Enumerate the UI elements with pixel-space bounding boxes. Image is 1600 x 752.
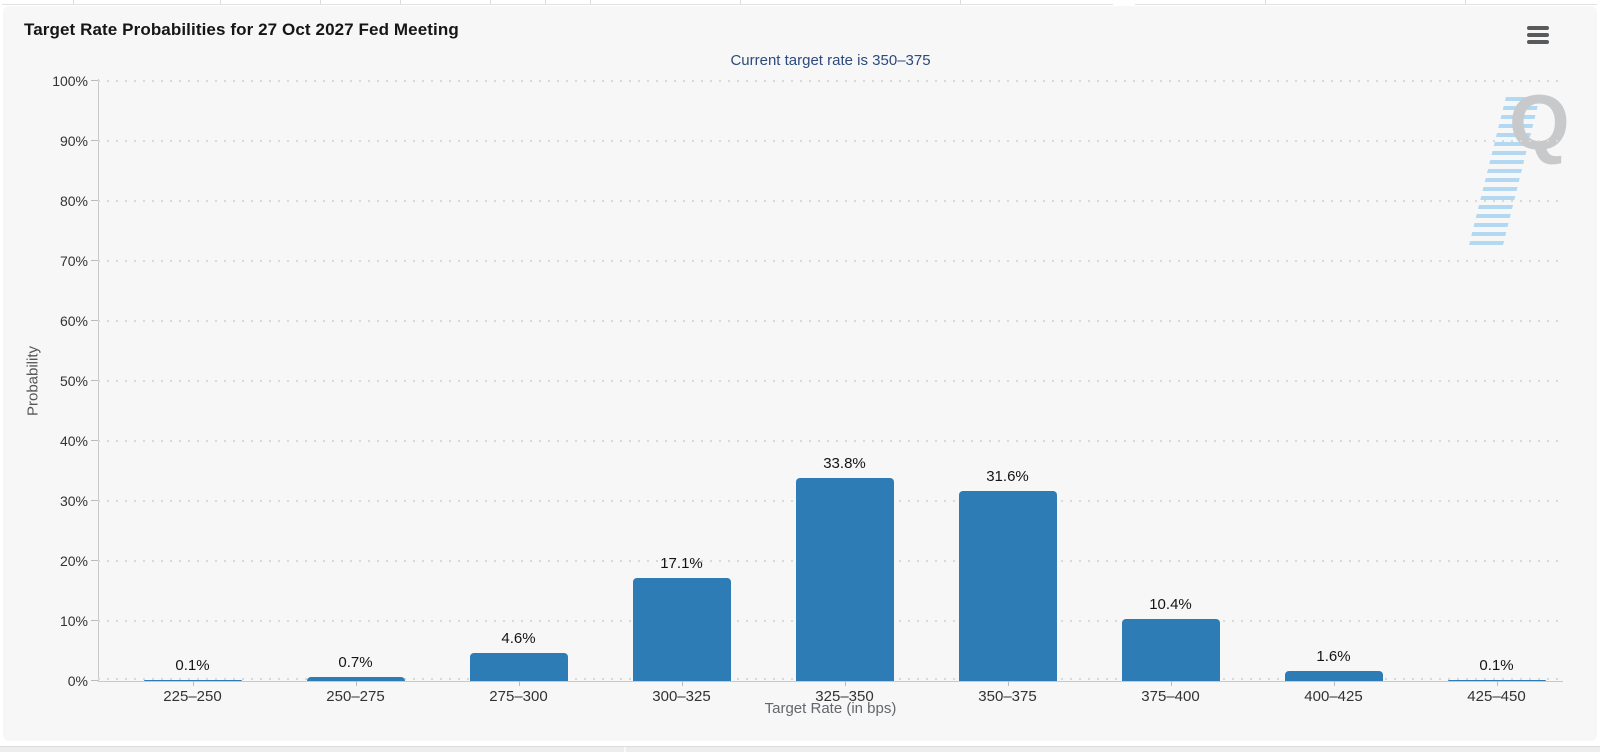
x-tick-label-3: 275–300 (489, 688, 548, 705)
x-tick-8 (1333, 681, 1335, 686)
bar-value-label-4: 17.1% (660, 555, 703, 573)
y-tick-label-80: 80% (59, 193, 88, 209)
top-panel-edge-right (1135, 0, 1597, 5)
bar-5[interactable] (795, 478, 894, 681)
x-tick-label-6: 350–375 (978, 688, 1037, 705)
bar-value-label-9: 0.1% (1479, 657, 1514, 674)
y-tick-60 (91, 320, 98, 321)
y-tick-10 (91, 620, 98, 621)
x-tick-label-2: 250–275 (326, 688, 385, 705)
x-tick-label-5: 325–350 (815, 688, 874, 705)
x-tick-2 (355, 681, 357, 686)
chart-title: Target Rate Probabilities for 27 Oct 202… (24, 20, 459, 39)
bar-value-label-5: 33.8% (823, 455, 866, 473)
y-tick-50 (91, 380, 98, 381)
x-tick-9 (1496, 681, 1498, 686)
x-tick-label-9: 425–450 (1467, 688, 1526, 705)
y-tick-label-60: 60% (59, 313, 88, 329)
x-tick-label-8: 400–425 (1304, 688, 1363, 705)
x-tick-label-1: 225–250 (163, 688, 222, 705)
y-tick-30 (91, 500, 98, 501)
bar-8[interactable] (1284, 671, 1383, 681)
bar-value-label-7: 10.4% (1149, 595, 1192, 613)
bar-3[interactable] (469, 653, 568, 681)
chart-card: Target Rate Probabilities for 27 Oct 202… (3, 6, 1597, 741)
y-axis-title: Probability (24, 345, 42, 417)
x-tick-5 (844, 681, 846, 686)
gridline-100 (98, 80, 1563, 82)
x-tick-label-4: 300–325 (652, 688, 711, 705)
top-panel-edge-left (2, 0, 1113, 5)
y-tick-label-70: 70% (59, 253, 88, 269)
bar-6[interactable] (958, 491, 1057, 681)
y-tick-label-10: 10% (59, 613, 88, 629)
bar-7[interactable] (1121, 618, 1220, 681)
hamburger-menu-icon (1527, 33, 1549, 37)
bar-4[interactable] (632, 578, 731, 681)
x-tick-label-7: 375–400 (1141, 688, 1200, 705)
x-tick-6 (1007, 681, 1009, 686)
hamburger-menu-icon (1527, 26, 1549, 30)
y-tick-label-90: 90% (59, 133, 88, 149)
x-tick-1 (192, 681, 194, 686)
y-tick-label-50: 50% (59, 373, 88, 389)
y-tick-80 (91, 200, 98, 201)
gridline-60 (98, 320, 1563, 322)
y-tick-0 (91, 680, 98, 681)
gridline-90 (98, 140, 1563, 142)
bar-9[interactable] (1447, 680, 1546, 681)
x-tick-3 (518, 681, 520, 686)
y-tick-label-30: 30% (59, 493, 88, 509)
current-target-rate-subtitle: Current target rate is 350–375 (730, 52, 931, 69)
y-tick-40 (91, 440, 98, 441)
bar-value-label-1: 0.1% (175, 657, 210, 674)
x-tick-7 (1170, 681, 1172, 686)
x-axis-line (98, 681, 1563, 682)
y-tick-label-100: 100% (52, 73, 88, 89)
x-axis-title: Target Rate (in bps) (764, 700, 897, 717)
bottom-gap (0, 741, 1600, 746)
bottom-panel-edge (0, 746, 1600, 752)
bar-2[interactable] (306, 676, 405, 681)
gridline-50 (98, 380, 1563, 382)
y-tick-label-20: 20% (59, 553, 88, 569)
hamburger-menu-icon (1527, 40, 1549, 44)
bar-value-label-2: 0.7% (338, 653, 373, 671)
bar-value-label-6: 31.6% (986, 468, 1029, 486)
y-tick-label-0: 0% (67, 673, 88, 689)
bar-value-label-8: 1.6% (1316, 648, 1351, 666)
y-tick-label-40: 40% (59, 433, 88, 449)
plot-area: 0% 10% 20% 30% 40% 50% 60% 70% 80% 90% 100% 0.1% 225… (52, 73, 1563, 705)
chart-menu-button[interactable] (1527, 23, 1555, 47)
gridline-80 (98, 200, 1563, 202)
y-tick-90 (91, 140, 98, 141)
bar-value-label-3: 4.6% (501, 630, 536, 648)
gridline-70 (98, 260, 1563, 262)
gridline-40 (98, 440, 1563, 442)
bar-1[interactable] (143, 680, 242, 681)
y-tick-20 (91, 560, 98, 561)
x-tick-4 (681, 681, 683, 686)
y-tick-100 (91, 80, 98, 81)
y-tick-70 (91, 260, 98, 261)
